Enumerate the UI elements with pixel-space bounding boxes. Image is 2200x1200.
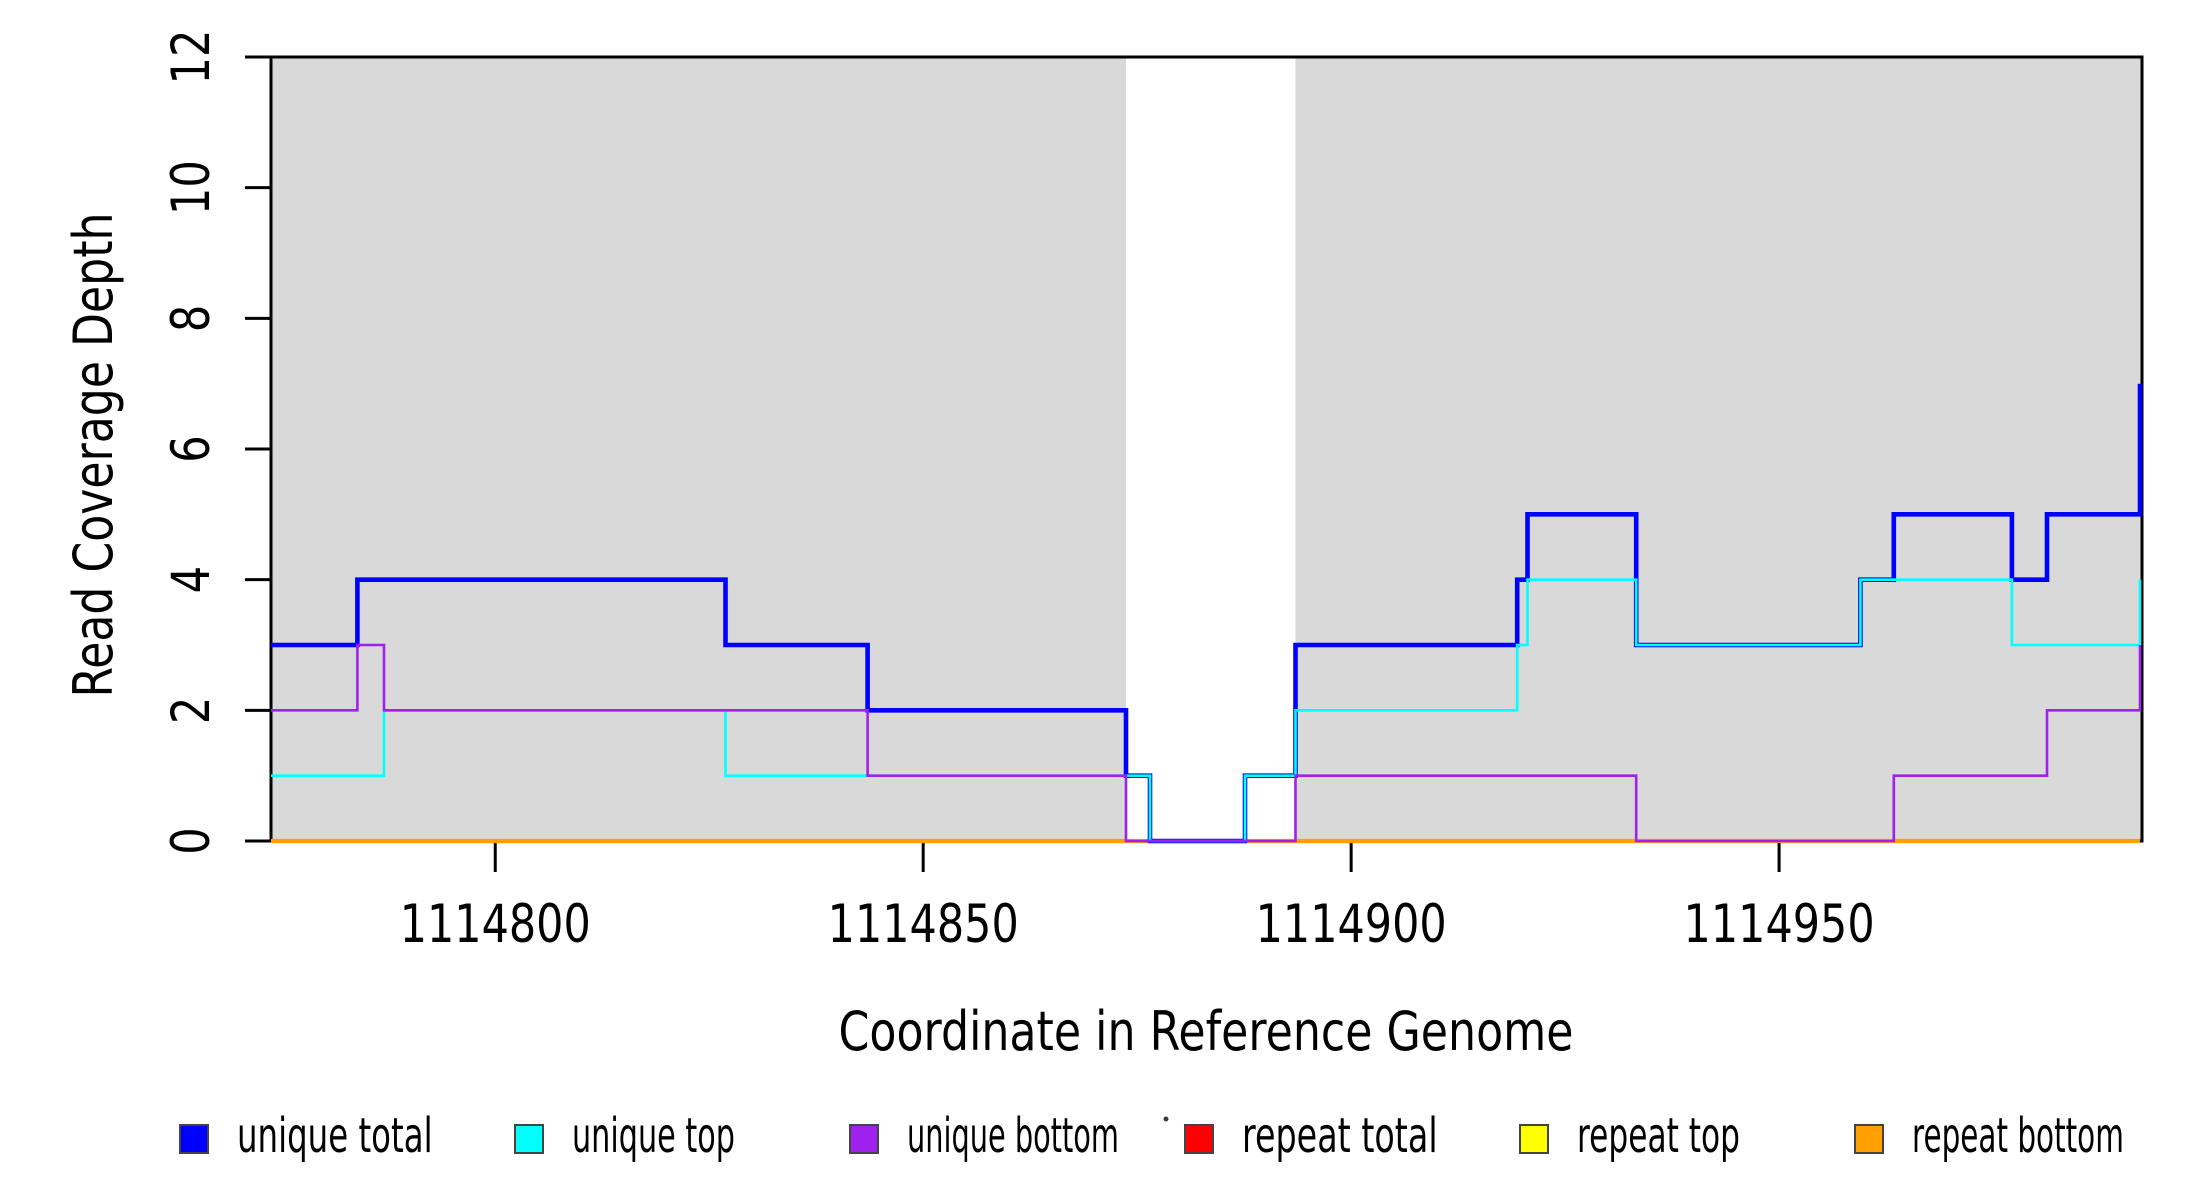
legend-label: repeat bottom bbox=[1912, 1108, 2124, 1164]
stray-dot bbox=[1163, 1116, 1169, 1122]
y-tick-label: 6 bbox=[161, 435, 222, 463]
y-tick-label: 4 bbox=[161, 566, 222, 594]
series-unique-top bbox=[271, 578, 2142, 843]
legend-label: unique top bbox=[572, 1108, 735, 1164]
legend-item-unique-bottom: unique bottom bbox=[849, 1108, 1119, 1164]
y-tick-label: 10 bbox=[161, 160, 222, 215]
x-tick-label: 1114900 bbox=[1256, 894, 1447, 955]
x-tick-label: 1114800 bbox=[400, 894, 591, 955]
series-layer bbox=[271, 383, 2143, 844]
legend-item-unique-top: unique top bbox=[514, 1108, 735, 1164]
legend-item-repeat-total: repeat total bbox=[1184, 1108, 1438, 1164]
shaded-region bbox=[271, 57, 1127, 841]
legend-item-repeat-bottom: repeat bottom bbox=[1854, 1108, 2124, 1164]
legend-label: unique bottom bbox=[907, 1108, 1119, 1164]
y-axis-title: Read Coverage Depth bbox=[62, 213, 125, 698]
legend-label: repeat top bbox=[1577, 1108, 1740, 1164]
x-tick-label: 1114950 bbox=[1684, 894, 1875, 955]
y-tick-label: 12 bbox=[161, 30, 222, 85]
legend-layer: unique total unique top unique bottom repea… bbox=[179, 1108, 2124, 1164]
legend-swatch bbox=[1519, 1124, 1549, 1154]
legend-swatch bbox=[179, 1124, 209, 1154]
y-tick-label: 0 bbox=[161, 827, 222, 855]
series-unique-total bbox=[271, 383, 2143, 844]
x-axis-title: Coordinate in Reference Genome bbox=[839, 1000, 1574, 1063]
legend-item-repeat-top: repeat top bbox=[1519, 1108, 1740, 1164]
y-tick-label: 2 bbox=[161, 697, 222, 725]
legend-item-unique-total: unique total bbox=[179, 1108, 433, 1164]
legend-label: repeat total bbox=[1242, 1108, 1438, 1164]
y-tick-label: 8 bbox=[161, 305, 222, 333]
legend-swatch bbox=[1184, 1124, 1214, 1154]
shaded-regions-layer bbox=[271, 57, 2142, 841]
axis-layer: 0 2 4 6 8 10 12 1114800 1114850 1114900 1114950 bbox=[161, 30, 2144, 1122]
x-tick-label: 1114850 bbox=[828, 894, 1019, 955]
shaded-region bbox=[1295, 57, 2142, 841]
legend-swatch bbox=[849, 1124, 879, 1154]
legend-label: unique total bbox=[237, 1108, 433, 1164]
legend-swatch bbox=[514, 1124, 544, 1154]
legend-swatch bbox=[1854, 1124, 1884, 1154]
series-unique-bottom bbox=[271, 643, 2142, 843]
